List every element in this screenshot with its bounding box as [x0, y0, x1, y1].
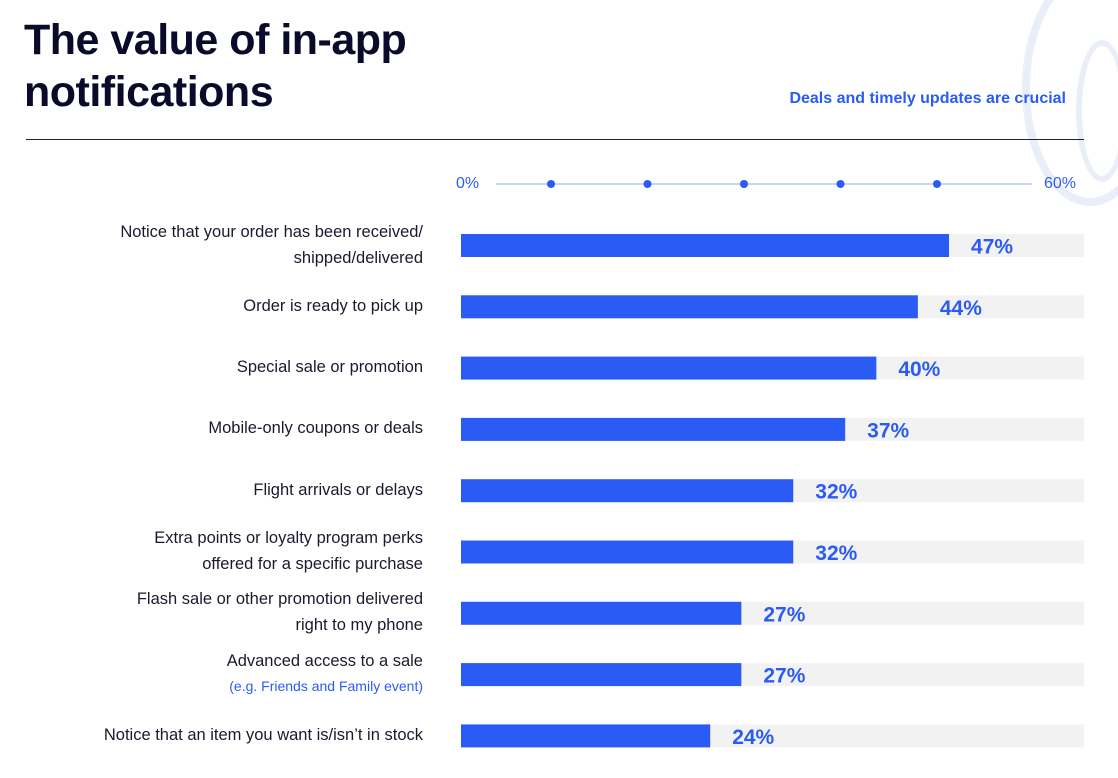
- page-title: The value of in-app notifications: [24, 14, 407, 118]
- category-label-line: shipped/delivered: [293, 248, 423, 267]
- category-label-note: (e.g. Friends and Family event): [229, 677, 423, 694]
- category-label-3: Special sale or promotion: [237, 354, 423, 380]
- category-label-line: Advanced access to a sale: [226, 651, 423, 670]
- value-label-3: 40%: [898, 358, 940, 381]
- category-label-line: offered for a specific purchase: [202, 555, 423, 573]
- value-label-6: 32%: [815, 542, 857, 565]
- category-label-line: Notice that an item you want is/isn’t in…: [103, 725, 423, 744]
- bar-2: [461, 295, 918, 319]
- category-label-8: Advanced access to a sale (e.g. Friends a…: [227, 648, 423, 698]
- header-divider: [26, 139, 1084, 140]
- category-label-line: Special sale or promotion: [236, 358, 423, 377]
- decorative-ring-inner: [1076, 40, 1118, 182]
- category-label-line: Flight arrivals or delays: [253, 480, 423, 499]
- axis-tick-dot-1: [547, 180, 555, 188]
- category-label-line: right to my phone: [295, 616, 424, 635]
- category-label-9: Notice that an item you want is/isn’t in…: [104, 722, 423, 748]
- value-label-2: 44%: [940, 297, 982, 320]
- bar-7: [461, 601, 742, 625]
- category-label-line: Notice that your order has been received…: [120, 222, 423, 241]
- category-label-line: Order is ready to pick up: [243, 296, 423, 315]
- axis-tick-dot-3: [740, 180, 748, 188]
- axis-tick-dot-4: [836, 180, 845, 188]
- category-label-line: Extra points or loyalty program perks: [154, 529, 423, 547]
- axis-max-label: 60%: [1044, 175, 1077, 192]
- value-label-9: 24%: [732, 726, 774, 749]
- axis-tick-dot-2: [643, 180, 652, 188]
- value-label-4: 37%: [867, 419, 909, 442]
- value-label-5: 32%: [815, 481, 857, 504]
- chart-subtitle: Deals and timely updates are crucial: [789, 90, 1066, 107]
- bar-6: [461, 540, 794, 564]
- category-label-line: Flash sale or other promotion delivered: [136, 590, 423, 609]
- category-label-7: Flash sale or other promotion delivered r…: [137, 586, 423, 638]
- bar-5: [461, 479, 794, 503]
- category-label-1: Notice that your order has been received…: [120, 219, 423, 271]
- category-label-5: Flight arrivals or delays: [253, 477, 423, 503]
- bar-3: [461, 356, 877, 380]
- title-line-1: The value of in-app: [24, 16, 407, 64]
- bar-4: [461, 417, 846, 441]
- axis-tick-dot-5: [933, 180, 941, 188]
- category-label-2: Order is ready to pick up: [243, 293, 423, 319]
- bar-9: [461, 724, 711, 748]
- bar-1: [461, 234, 950, 257]
- value-label-7: 27%: [763, 603, 805, 626]
- category-label-6: Extra points or loyalty program perks off…: [154, 525, 423, 577]
- category-label-line: Mobile-only coupons or deals: [208, 419, 423, 438]
- bar-8: [461, 663, 742, 687]
- value-label-8: 27%: [763, 665, 805, 688]
- title-line-2: notifications: [24, 68, 274, 116]
- axis-min-label: 0%: [456, 175, 480, 192]
- category-label-4: Mobile-only coupons or deals: [208, 415, 423, 441]
- value-label-1: 47%: [971, 236, 1013, 259]
